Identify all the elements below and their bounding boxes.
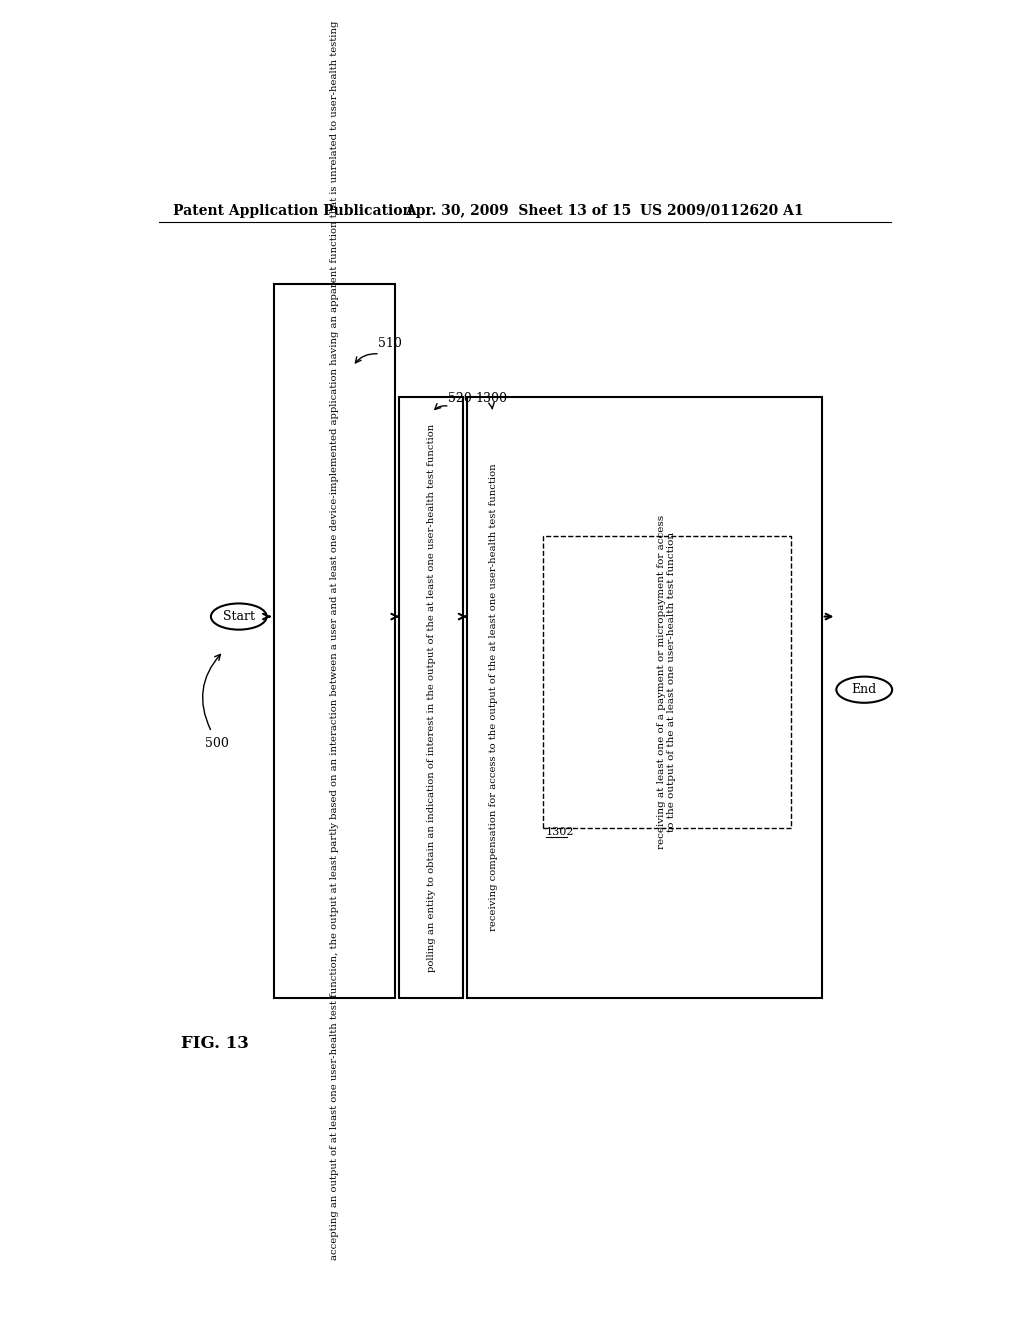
Text: FIG. 13: FIG. 13 <box>180 1035 249 1052</box>
Text: 1300: 1300 <box>475 392 507 405</box>
Text: 520: 520 <box>449 392 472 405</box>
Text: receiving compensation for access to the output of the at least one user-health : receiving compensation for access to the… <box>489 463 499 931</box>
Text: End: End <box>852 684 877 696</box>
Bar <box>273 284 395 998</box>
Ellipse shape <box>837 677 892 702</box>
Text: Start: Start <box>223 610 255 623</box>
Text: 1302: 1302 <box>546 826 574 837</box>
Bar <box>467 397 821 998</box>
Bar <box>543 536 791 829</box>
Ellipse shape <box>211 603 266 630</box>
Text: US 2009/0112620 A1: US 2009/0112620 A1 <box>640 203 803 218</box>
Text: 510: 510 <box>378 337 401 350</box>
Bar <box>399 397 463 998</box>
Text: polling an entity to obtain an indication of interest in the output of the at le: polling an entity to obtain an indicatio… <box>427 424 435 972</box>
Text: accepting an output of at least one user-health test function, the output at lea: accepting an output of at least one user… <box>330 21 339 1261</box>
Text: Apr. 30, 2009  Sheet 13 of 15: Apr. 30, 2009 Sheet 13 of 15 <box>406 203 632 218</box>
Text: Patent Application Publication: Patent Application Publication <box>173 203 413 218</box>
Text: 500: 500 <box>206 737 229 750</box>
Text: receiving at least one of a payment or micropayment for access
to the output of : receiving at least one of a payment or m… <box>657 515 676 849</box>
